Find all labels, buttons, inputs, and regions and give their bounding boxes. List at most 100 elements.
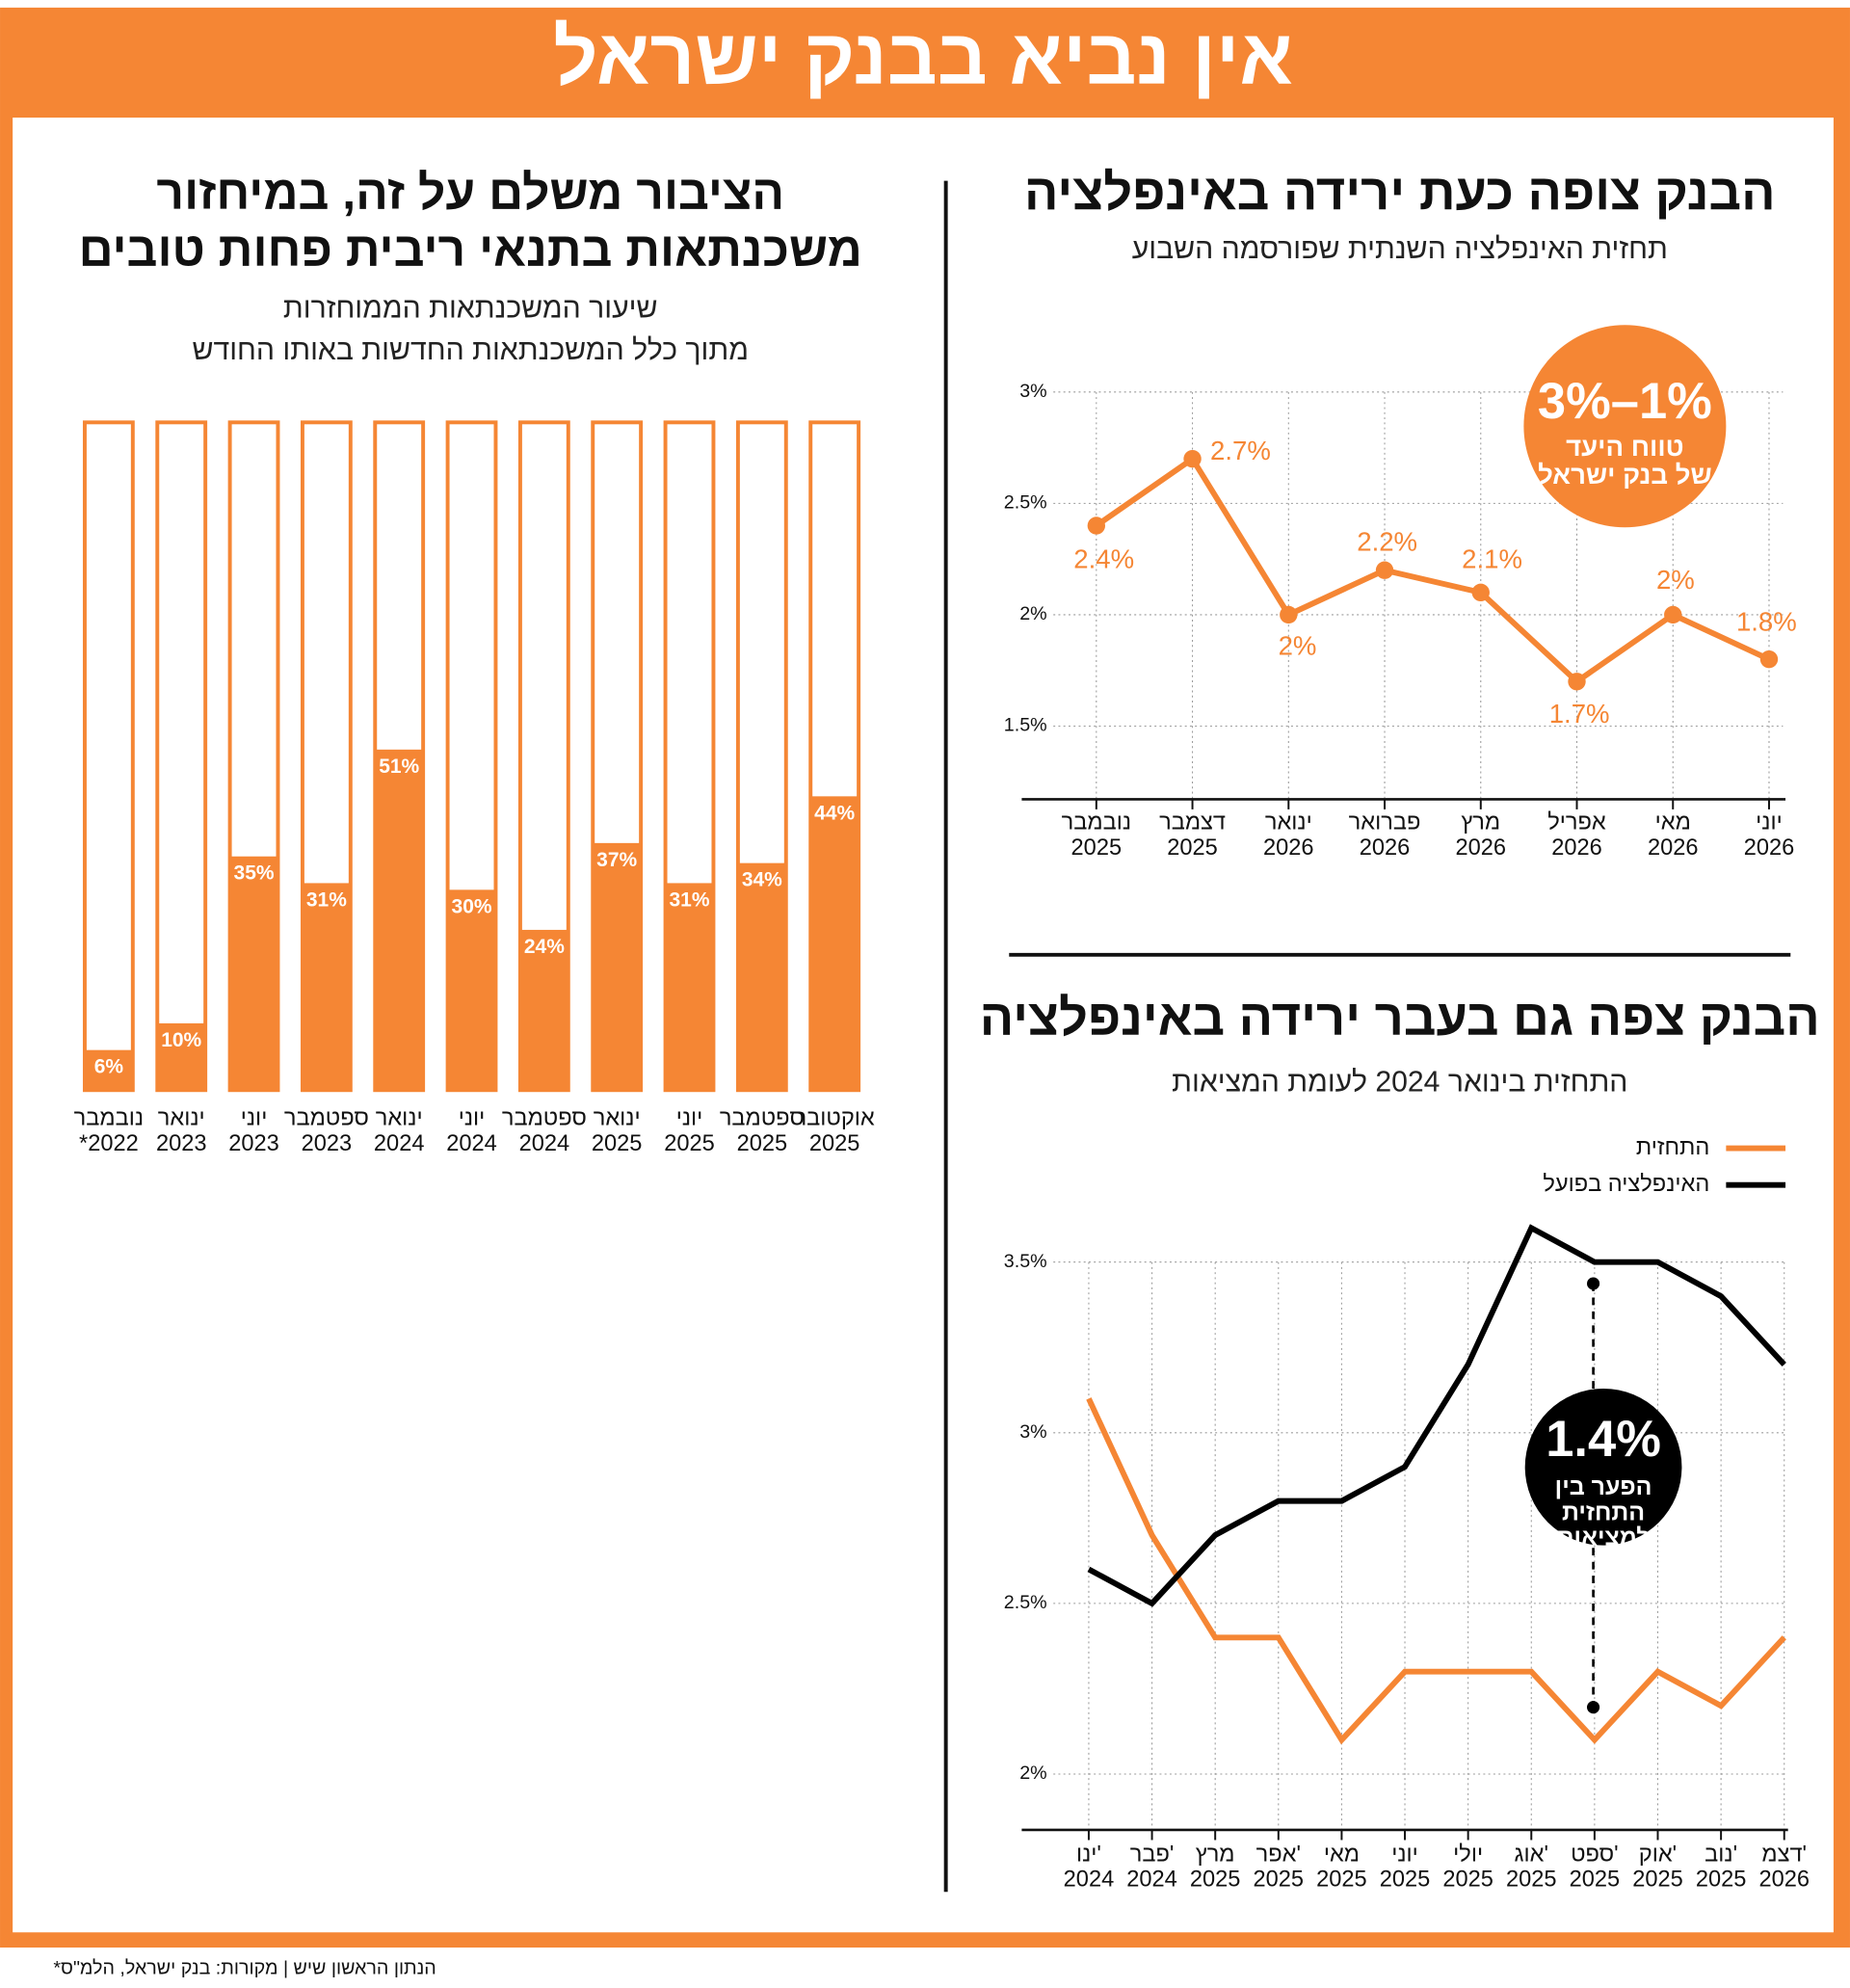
x-tick-label: 2025 [1190, 1868, 1241, 1893]
bar [447, 889, 496, 1091]
value-label: 30% [452, 895, 492, 917]
x-tick-label: ספטמבר [502, 1106, 587, 1131]
x-tick-label: 2025 [1071, 835, 1123, 861]
x-tick-label: ינואר [1265, 810, 1312, 835]
chart-title: הבנק צופה כעת ירידה באינפלציה [1024, 164, 1776, 221]
point [1471, 583, 1490, 602]
x-tick-label: 2026 [1744, 835, 1795, 861]
x-tick-label: ספט' [1571, 1842, 1619, 1867]
annotation-headline: 3%–1% [1538, 373, 1712, 430]
bar [810, 796, 859, 1091]
x-tick-label: 2025 [1442, 1868, 1493, 1893]
annotation-text: טווח היעד [1566, 432, 1684, 462]
x-tick-label: ינואר [594, 1106, 641, 1131]
x-tick-label: 2023 [302, 1131, 353, 1156]
value-label: 2.1% [1462, 543, 1522, 573]
page-title: אין נביא בבנק ישראל [553, 13, 1293, 101]
x-tick-label: מרץ [1461, 810, 1500, 835]
x-tick-label: 2025 [1506, 1868, 1557, 1893]
y-tick-label: 2% [1019, 1763, 1046, 1784]
y-tick-label: 2.5% [1004, 1592, 1047, 1613]
bar [375, 749, 424, 1091]
value-label: 31% [670, 888, 710, 911]
bar [302, 883, 351, 1091]
x-tick-label: 2023 [156, 1131, 207, 1156]
x-tick-label: 2023 [228, 1131, 279, 1156]
chart-subtitle: שיעור המשכנתאות הממוחזרות [283, 292, 658, 324]
x-tick-label: 2025 [1254, 1868, 1305, 1893]
x-tick-label: 2025 [1696, 1868, 1747, 1893]
x-tick-label: דצמ' [1761, 1842, 1807, 1867]
value-label: 10% [161, 1029, 201, 1051]
x-tick-label: 2024 [1064, 1868, 1115, 1893]
x-tick-label: ינו' [1076, 1842, 1101, 1867]
bar [84, 1049, 133, 1091]
chart-subtitle: תחזית האינפלציה השנתית שפורסמה השבוע [1132, 233, 1668, 265]
x-tick-label: *2022 [79, 1131, 139, 1156]
value-label: 2% [1279, 630, 1317, 660]
gap-end [1587, 1701, 1600, 1714]
x-tick-label: מאי [1324, 1842, 1360, 1867]
point [1087, 517, 1106, 535]
x-tick-label: אוקטובר [795, 1106, 875, 1131]
value-label: 2.7% [1210, 436, 1271, 465]
point [1759, 649, 1779, 669]
x-tick-label: 2026 [1551, 835, 1602, 861]
bar [157, 1022, 206, 1091]
value-label: 1.8% [1736, 607, 1797, 637]
x-tick-label: 2025 [809, 1131, 860, 1156]
x-tick-label: מרץ [1196, 1842, 1235, 1867]
x-tick-label: דצמבר [1159, 810, 1226, 835]
footer-note: *הנתון הראשון שיש | מקורות: בנק ישראל, ה… [53, 1958, 436, 1979]
point [1183, 449, 1202, 468]
y-tick-label: 2.5% [1004, 492, 1047, 514]
bar-track [155, 420, 208, 1093]
x-tick-label: מאי [1655, 810, 1691, 835]
annotation-badge [1524, 1388, 1682, 1546]
gap-end [1587, 1277, 1600, 1290]
x-tick-label: יוני [459, 1106, 486, 1131]
x-tick-label: פברואר [1349, 810, 1421, 835]
y-tick-label: 3% [1019, 1421, 1046, 1443]
x-tick-label: 2026 [1648, 835, 1699, 861]
x-tick-label: 2025 [664, 1131, 715, 1156]
value-label: 6% [94, 1056, 124, 1078]
annotation-headline: 1.4% [1546, 1411, 1661, 1468]
x-tick-label: 2025 [1632, 1868, 1683, 1893]
x-tick-label: אוג' [1515, 1842, 1548, 1867]
x-tick-label: 2025 [1316, 1868, 1367, 1893]
x-tick-label: ספטמבר [284, 1106, 369, 1131]
x-tick-label: אפר' [1256, 1842, 1301, 1867]
legend-label: התחזית [1636, 1135, 1709, 1160]
y-tick-label: 1.5% [1004, 715, 1047, 736]
series-line [1086, 1397, 1786, 1745]
annotation-text: למציאות [1557, 1524, 1651, 1551]
bar [737, 862, 786, 1091]
annotation-text: הפער בין [1555, 1473, 1652, 1500]
y-tick-label: 3.5% [1004, 1251, 1047, 1272]
value-label: 51% [379, 755, 419, 778]
point [1664, 605, 1682, 624]
legend-label: האינפלציה בפועל [1543, 1172, 1709, 1197]
chart-title: הבנק צפה גם בעבר ירידה באינפלציה [980, 990, 1820, 1047]
bar [665, 883, 714, 1091]
value-label: 44% [814, 802, 855, 824]
x-tick-label: יוני [1756, 810, 1783, 835]
x-tick-label: ינואר [158, 1106, 205, 1131]
x-tick-label: 2026 [1758, 1868, 1810, 1893]
annotation-badge [1523, 325, 1727, 528]
y-tick-label: 2% [1019, 603, 1046, 624]
x-tick-label: אפריל [1547, 810, 1606, 835]
value-label: 34% [742, 869, 782, 891]
x-tick-label: 2026 [1456, 835, 1507, 861]
value-label: 2% [1656, 565, 1695, 595]
series-line [1095, 454, 1771, 686]
point [1375, 561, 1394, 579]
x-tick-label: 2026 [1360, 835, 1411, 861]
bar [229, 856, 278, 1091]
x-tick-label: 2024 [1126, 1868, 1177, 1893]
value-label: 2.4% [1073, 544, 1134, 574]
bar [593, 842, 642, 1091]
x-tick-label: 2024 [446, 1131, 497, 1156]
